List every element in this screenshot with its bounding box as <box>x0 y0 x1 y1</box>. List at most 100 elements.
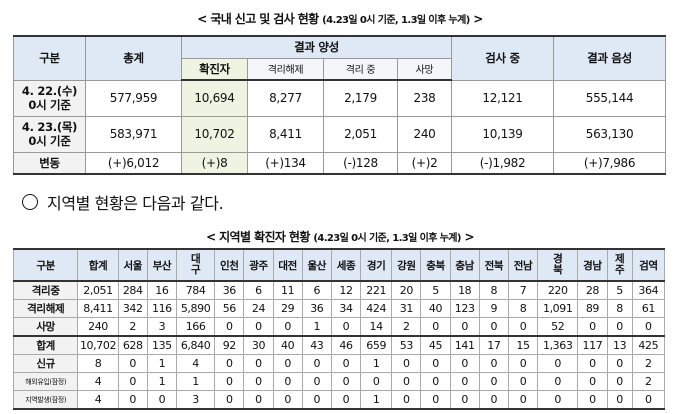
cell-value: 0 <box>272 372 303 391</box>
cell-value: 0 <box>507 390 539 410</box>
cell-value: 56 <box>214 299 245 318</box>
cell-value: 7 <box>507 280 539 300</box>
cell-value: 40 <box>272 335 303 355</box>
cell-value: 0 <box>577 390 608 410</box>
cell-value: 1 <box>175 372 216 391</box>
cell-value: 46 <box>330 335 362 355</box>
cell-value: 9 <box>478 299 509 318</box>
cell-value: 425 <box>631 335 666 355</box>
header-cell: 경기 <box>360 248 393 282</box>
table-row: 4. 23.(목) 0시 기준 583,971 10,702 8,411 2,05… <box>13 115 667 153</box>
row-label-date: 4. 22.(수) <box>21 84 78 98</box>
cell-value: 2 <box>391 317 422 337</box>
cell-value: 0 <box>449 390 480 410</box>
cell-value: 0 <box>478 390 509 410</box>
cell-value: 2 <box>117 317 148 337</box>
cell-value: 0 <box>214 354 245 373</box>
cell-value: 36 <box>214 280 245 300</box>
cell-value: 0 <box>507 372 539 391</box>
cell-confirmed: 10,694 <box>181 79 248 117</box>
cell-value: 0 <box>117 354 148 373</box>
header-cell: 부산 <box>146 248 177 282</box>
cell-value: 0 <box>214 317 245 337</box>
cell-value: 15 <box>507 335 539 355</box>
cell-value: 0 <box>272 354 303 373</box>
cell-value: 0 <box>420 372 451 391</box>
cell-negative: 555,144 <box>553 79 667 117</box>
circle-bullet-icon <box>22 194 38 210</box>
table1-title-end: > <box>469 12 483 26</box>
cell-value: 0 <box>330 354 362 373</box>
row-label: 4. 22.(수) 0시 기준 <box>13 79 86 117</box>
cell-value: 0 <box>391 390 422 410</box>
cell-value: 13 <box>606 335 633 355</box>
cell-value: 0 <box>243 372 274 391</box>
table-row: 사망 240 2 3 166 0 0 0 1 0 14 2 0 0 0 0 52 0 0 0 <box>12 317 666 337</box>
cell-value: 34 <box>330 299 362 318</box>
header-cell: 서울 <box>117 248 148 282</box>
row-label-text: 격리중 <box>31 285 60 297</box>
table-row: 해외유입(잠정) 4 0 1 1 0 0 0 0 0 0 0 0 0 0 0 0 0 0 2 <box>12 372 666 391</box>
cell-value: 628 <box>117 335 148 355</box>
cell-value: 53 <box>391 335 422 355</box>
cell-value: 92 <box>214 335 245 355</box>
cell-value: 5 <box>420 280 451 300</box>
cell-value: 1,363 <box>537 335 579 355</box>
cell-value: 16 <box>146 280 177 300</box>
cell-value: 0 <box>243 317 274 337</box>
cell-value: 116 <box>146 299 177 318</box>
cell-total: 583,971 <box>85 115 182 153</box>
cell-confirmed: (+)8 <box>181 151 248 175</box>
cell-value: 0 <box>577 317 608 337</box>
table2-title-note: (4.23일 0시 기준, 1.3일 이후 누계) <box>313 233 461 244</box>
cell-value: 0 <box>577 354 608 373</box>
cell-value: 11 <box>272 280 303 300</box>
regional-status-table: 구분 합계 서울 부산 대 구 인천 광주 대전 울산 세종 경기 강원 충북 충남 전북 전남 경 북 경남 제 주 검역… <box>12 248 666 410</box>
header-cell: 검역 <box>631 248 666 282</box>
section-text: 지역별 현황은 다음과 같다. <box>47 194 224 213</box>
cell-value: 0 <box>272 317 303 337</box>
header-cell: 충남 <box>449 248 480 282</box>
cell-value: 166 <box>175 317 216 337</box>
table-header-row: 구분 합계 서울 부산 대 구 인천 광주 대전 울산 세종 경기 강원 충북 충남 전북 전남 경 북 경남 제 주 검역 <box>12 248 666 282</box>
header-testing: 검사 중 <box>451 35 555 81</box>
row-label-basis: 0시 기준 <box>28 98 71 112</box>
header-cell: 충북 <box>420 248 451 282</box>
cell-value: 10,702 <box>77 335 119 355</box>
cell-value: 2 <box>631 354 666 373</box>
cell-value: 284 <box>117 280 148 300</box>
cell-value: 0 <box>449 317 480 337</box>
cell-value: 28 <box>577 280 608 300</box>
cell-value: 0 <box>449 372 480 391</box>
header-result-negative: 결과 음성 <box>553 35 667 81</box>
cell-value: 6 <box>243 280 274 300</box>
table-row: 신규 8 0 1 4 0 0 0 0 0 1 0 0 0 0 0 0 0 0 2 <box>12 354 666 373</box>
cell-value: 3 <box>146 317 177 337</box>
row-label: 신규 <box>12 354 79 373</box>
table-row: 격리해제 8,411 342 116 5,890 56 24 29 36 34 424 31 40 123… <box>12 299 666 318</box>
cell-value: 0 <box>507 317 539 337</box>
cell-testing: 10,139 <box>451 115 555 153</box>
cell-value: 45 <box>420 335 451 355</box>
cell-value: 659 <box>360 335 393 355</box>
cell-isolated: (-)128 <box>323 151 398 175</box>
row-label-text: 신규 <box>36 358 55 370</box>
cell-value: 31 <box>391 299 422 318</box>
cell-value: 43 <box>301 335 332 355</box>
cell-value: 1 <box>360 354 393 373</box>
cell-value: 0 <box>537 354 579 373</box>
cell-released: 8,411 <box>247 115 324 153</box>
cell-total: 577,959 <box>85 79 182 117</box>
cell-value: 0 <box>631 317 666 337</box>
cell-value: 24 <box>243 299 274 318</box>
header-cell: 광주 <box>243 248 274 282</box>
row-label-change: 변동 <box>13 151 86 175</box>
cell-released: (+)134 <box>247 151 324 175</box>
cell-value: 8 <box>478 280 509 300</box>
row-label: 지역발생(잠정) <box>12 390 79 410</box>
cell-value: 0 <box>606 354 633 373</box>
row-label: 격리해제 <box>12 299 79 318</box>
cell-value: 0 <box>214 372 245 391</box>
cell-value: 2,051 <box>77 280 119 300</box>
